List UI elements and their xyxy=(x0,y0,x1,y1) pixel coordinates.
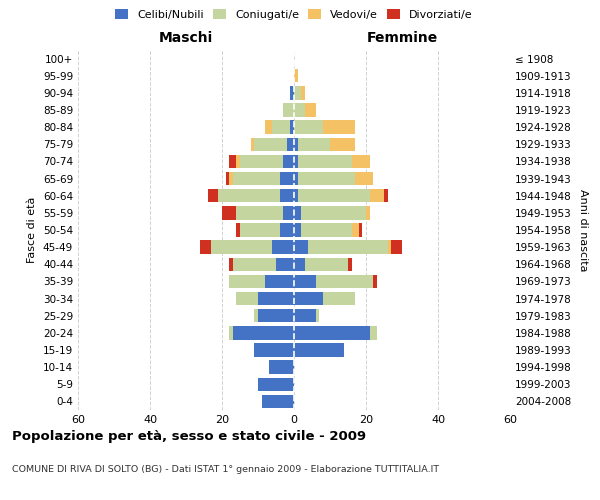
Bar xyxy=(265,120,272,134)
Bar xyxy=(301,86,305,100)
Bar xyxy=(294,258,305,271)
Bar xyxy=(294,172,298,186)
Text: Maschi: Maschi xyxy=(159,31,213,45)
Bar xyxy=(298,189,370,202)
Bar xyxy=(269,360,294,374)
Bar xyxy=(258,309,294,322)
Bar xyxy=(294,86,301,100)
Bar xyxy=(301,224,352,236)
Bar xyxy=(305,104,316,117)
Bar xyxy=(370,189,384,202)
Bar xyxy=(298,154,352,168)
Bar xyxy=(218,189,280,202)
Bar xyxy=(294,69,298,82)
Bar xyxy=(233,258,276,271)
Bar xyxy=(294,326,370,340)
Y-axis label: Anni di nascita: Anni di nascita xyxy=(578,188,588,271)
Bar xyxy=(391,240,402,254)
Bar xyxy=(233,172,280,186)
Bar xyxy=(294,206,301,220)
Bar xyxy=(298,138,330,151)
Bar xyxy=(359,224,362,236)
Bar xyxy=(316,274,373,288)
Bar xyxy=(294,224,301,236)
Bar xyxy=(236,206,283,220)
Bar xyxy=(384,189,388,202)
Bar xyxy=(254,309,258,322)
Bar xyxy=(229,172,233,186)
Bar xyxy=(233,326,294,340)
Bar xyxy=(348,258,352,271)
Bar xyxy=(294,120,323,134)
Bar xyxy=(229,326,233,340)
Bar xyxy=(355,172,373,186)
Text: Femmine: Femmine xyxy=(367,31,437,45)
Bar xyxy=(330,138,355,151)
Bar xyxy=(222,206,236,220)
Bar xyxy=(294,309,316,322)
Bar xyxy=(258,378,294,391)
Bar xyxy=(294,274,316,288)
Bar xyxy=(208,189,218,202)
Legend: Celibi/Nubili, Coniugati/e, Vedovi/e, Divorziati/e: Celibi/Nubili, Coniugati/e, Vedovi/e, Di… xyxy=(115,9,473,20)
Bar xyxy=(298,172,355,186)
Bar xyxy=(240,224,280,236)
Bar xyxy=(240,154,283,168)
Bar xyxy=(294,104,305,117)
Bar xyxy=(323,292,355,306)
Y-axis label: Fasce di età: Fasce di età xyxy=(28,197,37,263)
Bar xyxy=(229,274,265,288)
Bar xyxy=(211,240,272,254)
Bar xyxy=(254,138,287,151)
Bar xyxy=(283,154,294,168)
Bar xyxy=(301,206,366,220)
Bar xyxy=(236,224,240,236)
Bar xyxy=(272,120,290,134)
Bar xyxy=(262,394,294,408)
Bar xyxy=(290,86,294,100)
Bar xyxy=(236,154,240,168)
Bar xyxy=(283,206,294,220)
Bar xyxy=(323,120,355,134)
Bar xyxy=(251,138,254,151)
Bar xyxy=(276,258,294,271)
Bar xyxy=(370,326,377,340)
Text: COMUNE DI RIVA DI SOLTO (BG) - Dati ISTAT 1° gennaio 2009 - Elaborazione TUTTITA: COMUNE DI RIVA DI SOLTO (BG) - Dati ISTA… xyxy=(12,465,439,474)
Bar xyxy=(226,172,229,186)
Bar xyxy=(254,344,294,356)
Bar xyxy=(352,154,370,168)
Bar xyxy=(280,189,294,202)
Bar xyxy=(229,258,233,271)
Bar xyxy=(294,138,298,151)
Bar xyxy=(294,344,344,356)
Bar xyxy=(272,240,294,254)
Bar xyxy=(373,274,377,288)
Bar xyxy=(258,292,294,306)
Bar xyxy=(290,120,294,134)
Bar xyxy=(236,292,258,306)
Bar xyxy=(352,224,359,236)
Bar xyxy=(265,274,294,288)
Bar xyxy=(229,154,236,168)
Bar xyxy=(366,206,370,220)
Bar xyxy=(294,189,298,202)
Bar xyxy=(280,172,294,186)
Bar xyxy=(200,240,211,254)
Bar xyxy=(294,292,323,306)
Bar xyxy=(294,154,298,168)
Bar xyxy=(283,104,294,117)
Bar xyxy=(280,224,294,236)
Bar xyxy=(388,240,391,254)
Bar xyxy=(294,240,308,254)
Bar xyxy=(305,258,348,271)
Bar xyxy=(316,309,319,322)
Bar xyxy=(287,138,294,151)
Text: Popolazione per età, sesso e stato civile - 2009: Popolazione per età, sesso e stato civil… xyxy=(12,430,366,443)
Bar xyxy=(308,240,388,254)
